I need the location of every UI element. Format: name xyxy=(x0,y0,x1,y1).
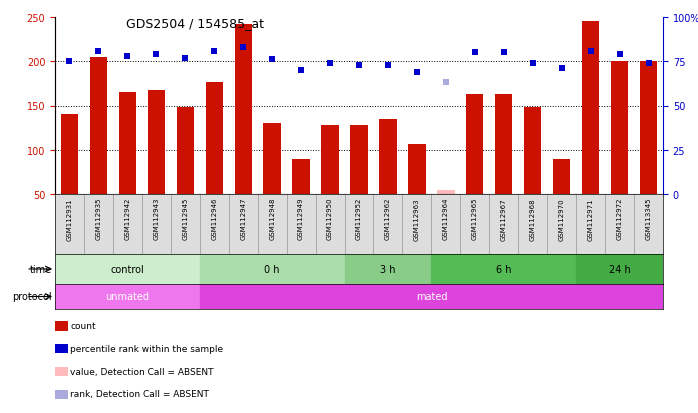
Point xyxy=(383,62,394,69)
Point xyxy=(585,48,596,55)
Text: GSM112931: GSM112931 xyxy=(66,197,73,240)
Text: GSM112964: GSM112964 xyxy=(443,197,449,240)
Bar xyxy=(235,25,252,195)
Text: mated: mated xyxy=(415,292,447,302)
Bar xyxy=(61,115,78,195)
Bar xyxy=(321,126,339,195)
Bar xyxy=(177,108,194,195)
Point xyxy=(121,54,133,60)
Point xyxy=(295,68,306,74)
Bar xyxy=(576,254,663,284)
Bar xyxy=(200,254,345,284)
Bar xyxy=(408,144,426,195)
Bar xyxy=(582,22,600,195)
Point xyxy=(237,45,248,51)
Text: GSM112965: GSM112965 xyxy=(472,197,478,240)
Bar xyxy=(345,254,431,284)
Text: GSM112947: GSM112947 xyxy=(240,197,246,240)
Bar xyxy=(119,93,136,195)
Text: GSM112972: GSM112972 xyxy=(616,197,623,240)
Bar xyxy=(148,91,165,195)
Text: GSM112970: GSM112970 xyxy=(558,197,565,240)
Point xyxy=(527,61,538,67)
Bar xyxy=(437,190,454,195)
Bar xyxy=(495,95,512,195)
Text: GSM112967: GSM112967 xyxy=(500,197,507,240)
Text: GSM113345: GSM113345 xyxy=(646,197,651,240)
Text: percentile rank within the sample: percentile rank within the sample xyxy=(70,344,223,353)
Point xyxy=(469,50,480,57)
Text: GDS2504 / 154585_at: GDS2504 / 154585_at xyxy=(126,17,264,29)
Point xyxy=(353,62,364,69)
Text: GSM112943: GSM112943 xyxy=(154,197,159,240)
Text: 24 h: 24 h xyxy=(609,264,630,274)
Text: GSM112971: GSM112971 xyxy=(588,197,593,240)
Point xyxy=(643,61,654,67)
Text: 0 h: 0 h xyxy=(265,264,280,274)
Point xyxy=(179,55,191,62)
Text: GSM112945: GSM112945 xyxy=(182,197,188,240)
Text: 3 h: 3 h xyxy=(380,264,396,274)
Text: GSM112968: GSM112968 xyxy=(530,197,535,240)
Bar xyxy=(350,126,368,195)
Bar xyxy=(200,284,663,309)
Bar xyxy=(611,62,628,195)
Text: control: control xyxy=(110,264,144,274)
Text: count: count xyxy=(70,321,96,330)
Point xyxy=(325,61,336,67)
Text: GSM112935: GSM112935 xyxy=(96,197,101,240)
Bar xyxy=(640,62,658,195)
Point xyxy=(151,52,162,58)
Bar xyxy=(524,108,542,195)
Bar xyxy=(55,284,200,309)
Text: GSM112952: GSM112952 xyxy=(356,197,362,240)
Bar xyxy=(379,119,396,195)
Bar xyxy=(55,254,200,284)
Point xyxy=(614,52,625,58)
Text: GSM112948: GSM112948 xyxy=(269,197,275,240)
Bar xyxy=(466,95,484,195)
Bar xyxy=(205,83,223,195)
Point xyxy=(498,50,510,57)
Text: time: time xyxy=(29,264,52,274)
Point xyxy=(93,48,104,55)
Point xyxy=(440,80,452,87)
Text: unmated: unmated xyxy=(105,292,149,302)
Text: GSM112963: GSM112963 xyxy=(414,197,420,240)
Text: value, Detection Call = ABSENT: value, Detection Call = ABSENT xyxy=(70,367,214,376)
Text: GSM112949: GSM112949 xyxy=(298,197,304,240)
Text: GSM112942: GSM112942 xyxy=(124,197,131,240)
Text: GSM112946: GSM112946 xyxy=(211,197,217,240)
Point xyxy=(267,57,278,64)
Bar xyxy=(263,124,281,195)
Text: GSM112950: GSM112950 xyxy=(327,197,333,240)
Bar xyxy=(292,159,310,195)
Point xyxy=(209,48,220,55)
Bar xyxy=(431,254,576,284)
Bar xyxy=(90,58,107,195)
Text: 6 h: 6 h xyxy=(496,264,512,274)
Bar xyxy=(553,159,570,195)
Text: rank, Detection Call = ABSENT: rank, Detection Call = ABSENT xyxy=(70,389,209,399)
Text: protocol: protocol xyxy=(12,292,52,302)
Point xyxy=(411,69,422,76)
Point xyxy=(556,66,567,72)
Text: GSM112962: GSM112962 xyxy=(385,197,391,240)
Point xyxy=(64,59,75,65)
